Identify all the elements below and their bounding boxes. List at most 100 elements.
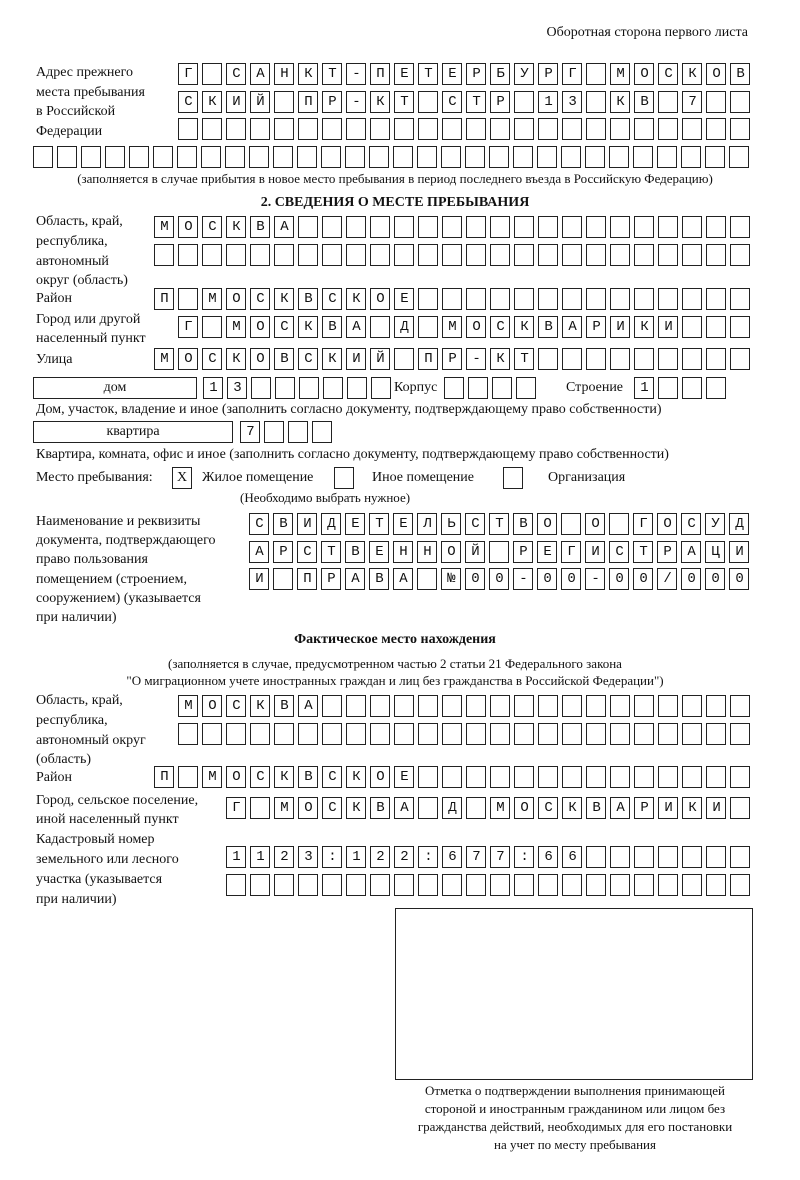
letter-cell[interactable]	[634, 846, 654, 868]
letter-cell[interactable]	[370, 316, 390, 338]
letter-cell[interactable]	[514, 316, 534, 338]
region-row-1[interactable]: МОСКВА	[154, 216, 750, 238]
letter-cell[interactable]	[730, 695, 750, 717]
letter-cell[interactable]	[730, 216, 750, 238]
letter-cell[interactable]	[585, 541, 605, 563]
letter-cell[interactable]	[705, 146, 725, 168]
letter-cell[interactable]	[393, 146, 413, 168]
letter-cell[interactable]	[153, 146, 173, 168]
letter-cell[interactable]	[418, 723, 438, 745]
letter-cell[interactable]	[370, 846, 390, 868]
letter-cell[interactable]	[203, 377, 223, 399]
letter-cell[interactable]	[729, 568, 749, 590]
letter-cell[interactable]	[442, 288, 462, 310]
letter-cell[interactable]	[490, 846, 510, 868]
letter-cell[interactable]	[322, 316, 342, 338]
letter-cell[interactable]	[537, 568, 557, 590]
letter-cell[interactable]	[298, 874, 318, 896]
letter-cell[interactable]	[312, 421, 332, 443]
letter-cell[interactable]	[658, 63, 678, 85]
letter-cell[interactable]	[586, 288, 606, 310]
letter-cell[interactable]	[538, 316, 558, 338]
letter-cell[interactable]	[418, 846, 438, 868]
letter-cell[interactable]	[129, 146, 149, 168]
letter-cell[interactable]	[298, 695, 318, 717]
letter-cell[interactable]	[394, 797, 414, 819]
letter-cell[interactable]	[562, 316, 582, 338]
letter-cell[interactable]	[730, 874, 750, 896]
letter-cell[interactable]	[226, 316, 246, 338]
letter-cell[interactable]	[274, 766, 294, 788]
letter-cell[interactable]	[322, 695, 342, 717]
house-type-field[interactable]: дом	[33, 377, 197, 399]
letter-cell[interactable]	[418, 118, 438, 140]
letter-cell[interactable]	[538, 874, 558, 896]
letter-cell[interactable]	[658, 348, 678, 370]
letter-cell[interactable]	[586, 316, 606, 338]
letter-cell[interactable]	[321, 146, 341, 168]
letter-cell[interactable]	[730, 723, 750, 745]
letter-cell[interactable]	[442, 797, 462, 819]
letter-cell[interactable]	[682, 846, 702, 868]
letter-cell[interactable]	[538, 723, 558, 745]
letter-cell[interactable]	[706, 118, 726, 140]
letter-cell[interactable]	[658, 91, 678, 113]
letter-cell[interactable]	[249, 146, 269, 168]
letter-cell[interactable]	[202, 216, 222, 238]
letter-cell[interactable]	[274, 216, 294, 238]
letter-cell[interactable]	[514, 244, 534, 266]
letter-cell[interactable]	[490, 348, 510, 370]
letter-cell[interactable]	[586, 244, 606, 266]
letter-cell[interactable]	[275, 377, 295, 399]
letter-cell[interactable]	[226, 766, 246, 788]
letter-cell[interactable]	[513, 568, 533, 590]
letter-cell[interactable]	[154, 766, 174, 788]
letter-cell[interactable]	[154, 244, 174, 266]
letter-cell[interactable]	[226, 723, 246, 745]
letter-cell[interactable]	[202, 723, 222, 745]
letter-cell[interactable]	[202, 118, 222, 140]
letter-cell[interactable]	[345, 568, 365, 590]
letter-cell[interactable]	[586, 846, 606, 868]
letter-cell[interactable]	[322, 846, 342, 868]
letter-cell[interactable]	[490, 316, 510, 338]
letter-cell[interactable]	[226, 348, 246, 370]
letter-cell[interactable]	[514, 797, 534, 819]
letter-cell[interactable]	[298, 846, 318, 868]
letter-cell[interactable]	[154, 348, 174, 370]
letter-cell[interactable]	[442, 766, 462, 788]
prev-address-row-2[interactable]: СКИЙ ПР-КТ СТР 13 КВ 7	[178, 91, 750, 113]
letter-cell[interactable]	[323, 377, 343, 399]
letter-cell[interactable]	[178, 348, 198, 370]
letter-cell[interactable]	[706, 316, 726, 338]
letter-cell[interactable]	[202, 244, 222, 266]
letter-cell[interactable]	[658, 118, 678, 140]
letter-cell[interactable]	[489, 568, 509, 590]
letter-cell[interactable]	[658, 377, 678, 399]
letter-cell[interactable]	[586, 797, 606, 819]
letter-cell[interactable]	[322, 348, 342, 370]
letter-cell[interactable]	[730, 846, 750, 868]
letter-cell[interactable]	[634, 316, 654, 338]
letter-cell[interactable]	[562, 846, 582, 868]
letter-cell[interactable]	[658, 874, 678, 896]
letter-cell[interactable]	[442, 348, 462, 370]
letter-cell[interactable]	[538, 348, 558, 370]
letter-cell[interactable]	[394, 846, 414, 868]
letter-cell[interactable]	[369, 568, 389, 590]
letter-cell[interactable]	[610, 91, 630, 113]
letter-cell[interactable]	[537, 541, 557, 563]
letter-cell[interactable]	[442, 874, 462, 896]
letter-cell[interactable]	[634, 348, 654, 370]
letter-cell[interactable]	[226, 695, 246, 717]
letter-cell[interactable]	[682, 348, 702, 370]
letter-cell[interactable]	[561, 568, 581, 590]
street-row[interactable]: МОСКОВСКИЙ ПР-КТ	[154, 348, 750, 370]
letter-cell[interactable]	[178, 216, 198, 238]
letter-cell[interactable]	[345, 513, 365, 535]
letter-cell[interactable]	[202, 63, 222, 85]
letter-cell[interactable]	[513, 541, 533, 563]
letter-cell[interactable]	[273, 513, 293, 535]
letter-cell[interactable]	[298, 216, 318, 238]
letter-cell[interactable]	[442, 723, 462, 745]
